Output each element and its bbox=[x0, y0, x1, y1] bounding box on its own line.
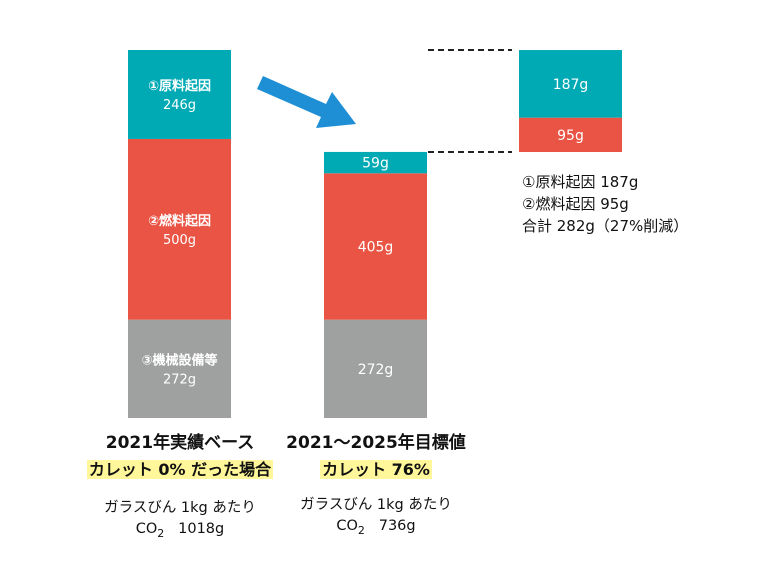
data-label: 246g bbox=[163, 98, 196, 113]
bar2-title: 2021〜2025年目標値 bbox=[286, 433, 466, 453]
legend-fuel: ②燃料起因 95g bbox=[522, 195, 629, 213]
data-label: 405g bbox=[358, 239, 394, 255]
data-label: ③機械設備等 bbox=[141, 352, 217, 368]
bar-segment bbox=[324, 319, 427, 418]
bar1-co2: CO2 1018g bbox=[135, 521, 225, 540]
bar-segment bbox=[128, 138, 231, 320]
legend-raw-material: ①原料起因 187g bbox=[522, 173, 639, 191]
bar-segment bbox=[519, 50, 622, 118]
data-label: ②燃料起因 bbox=[148, 213, 211, 229]
arrow-icon bbox=[257, 76, 356, 128]
bar-segment bbox=[324, 173, 427, 320]
data-label: 272g bbox=[358, 362, 394, 378]
bar1-total: 1018g bbox=[178, 521, 225, 537]
data-label: ①原料起因 bbox=[148, 78, 211, 94]
data-label: 272g bbox=[163, 372, 196, 387]
bar1-note: ガラスびん 1kg あたり bbox=[104, 500, 256, 516]
bar2-highlight: カレット 76% bbox=[320, 460, 432, 479]
bar2-co2: CO2 736g bbox=[336, 518, 416, 537]
data-label: 187g bbox=[553, 77, 589, 93]
bar1-title: 2021年実績ベース bbox=[105, 433, 255, 453]
data-label: 500g bbox=[163, 233, 196, 248]
data-label: 95g bbox=[557, 128, 584, 144]
bar2-total: 736g bbox=[378, 518, 416, 534]
data-label: 59g bbox=[362, 156, 389, 172]
bar-segment bbox=[519, 117, 622, 152]
bar-segment bbox=[128, 50, 231, 139]
bar1-highlight: カレット 0% だった場合 bbox=[86, 460, 274, 479]
bar-segment bbox=[128, 319, 231, 418]
bar2-note: ガラスびん 1kg あたり bbox=[300, 497, 452, 513]
bar-segment bbox=[324, 151, 427, 174]
legend-total: 合計 282g（27%削減） bbox=[522, 217, 689, 235]
